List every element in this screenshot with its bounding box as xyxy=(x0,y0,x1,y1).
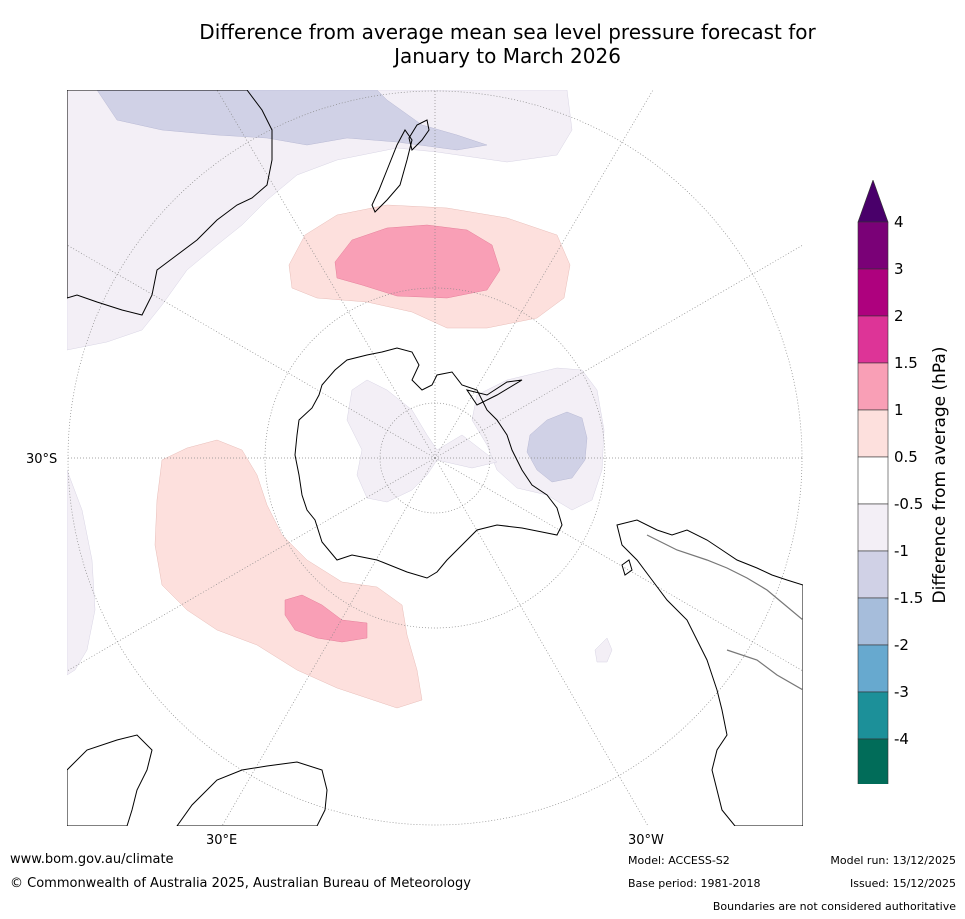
colorbar-segment xyxy=(857,456,889,505)
colorbar-tick-label: 1 xyxy=(894,401,904,419)
colorbar-tick-label: 4 xyxy=(894,213,904,231)
colorbar-tick-label: -4 xyxy=(894,730,909,748)
base-period: Base period: 1981-2018 xyxy=(628,877,761,890)
boundaries-disclaimer: Boundaries are not considered authoritat… xyxy=(712,900,956,913)
colorbar-tick-label: -0.5 xyxy=(894,495,924,513)
colorbar-tick-label: 3 xyxy=(894,260,904,278)
longitude-label-30w: 30°W xyxy=(628,833,664,848)
antarctica-coastline xyxy=(294,347,563,579)
website-link[interactable]: www.bom.gov.au/climate xyxy=(10,852,174,867)
colorbar-tick-label: 0.5 xyxy=(894,448,918,466)
longitude-label-30e: 30°E xyxy=(206,833,238,848)
colorbar-title: Difference from average (hPa) xyxy=(930,346,950,604)
colorbar-tick-label: -2 xyxy=(894,636,909,654)
colorbar-segment xyxy=(857,738,889,784)
colorbar-segment xyxy=(857,315,889,364)
colorbar-segment xyxy=(857,409,889,458)
falkland-islands-coastline xyxy=(621,559,633,576)
colorbar xyxy=(857,180,889,784)
anomaly-region-neg-light-central xyxy=(346,379,498,503)
copyright-text: © Commonwealth of Australia 2025, Austra… xyxy=(10,876,471,891)
title-line-1: Difference from average mean sea level p… xyxy=(199,20,816,44)
antarctic-peninsula-coastline xyxy=(465,379,523,406)
colorbar-segment xyxy=(857,268,889,317)
colorbar-segment xyxy=(857,362,889,411)
model-name: Model: ACCESS-S2 xyxy=(628,854,730,867)
africa-coastline xyxy=(67,734,153,826)
africa-south-coastline xyxy=(176,761,328,826)
anomaly-region-neg-mid-east xyxy=(526,411,588,483)
title-line-2: January to March 2026 xyxy=(394,44,621,68)
colorbar-segment xyxy=(857,691,889,740)
australia-coastline xyxy=(67,90,273,316)
colorbar-tick-label: -1.5 xyxy=(894,589,924,607)
anomaly-region-neg-light-north xyxy=(67,90,573,351)
south-america-river-lines xyxy=(646,534,803,691)
latitude-label-30s: 30°S xyxy=(26,452,58,467)
colorbar-tick-label: 2 xyxy=(894,307,904,325)
anomaly-region-neg-light-south xyxy=(594,637,613,663)
anomaly-region-pos-mid-south xyxy=(284,594,368,643)
chart-title: Difference from average mean sea level p… xyxy=(100,20,915,68)
new-zealand-coastline xyxy=(371,129,413,213)
south-america-coastline xyxy=(616,519,803,826)
colorbar-segment xyxy=(857,550,889,599)
colorbar-over-triangle xyxy=(857,180,889,223)
colorbar-segment xyxy=(857,503,889,552)
colorbar-segment xyxy=(857,597,889,646)
anomaly-region-pos-mid-north xyxy=(334,224,501,299)
colorbar-segment xyxy=(857,221,889,270)
colorbar-tick-label: -3 xyxy=(894,683,909,701)
meridian-lines xyxy=(67,90,803,826)
colorbar-segment xyxy=(857,644,889,693)
model-run-date: Model run: 13/12/2025 xyxy=(830,854,956,867)
new-zealand-north-coastline xyxy=(408,119,430,151)
anomaly-region-pos-light-south xyxy=(154,439,423,709)
anomaly-region-neg-light-west xyxy=(67,469,96,676)
issued-date: Issued: 15/12/2025 xyxy=(849,877,956,890)
polar-map xyxy=(67,90,803,826)
colorbar-tick-label: 1.5 xyxy=(894,354,918,372)
colorbar-tick-label: -1 xyxy=(894,542,909,560)
